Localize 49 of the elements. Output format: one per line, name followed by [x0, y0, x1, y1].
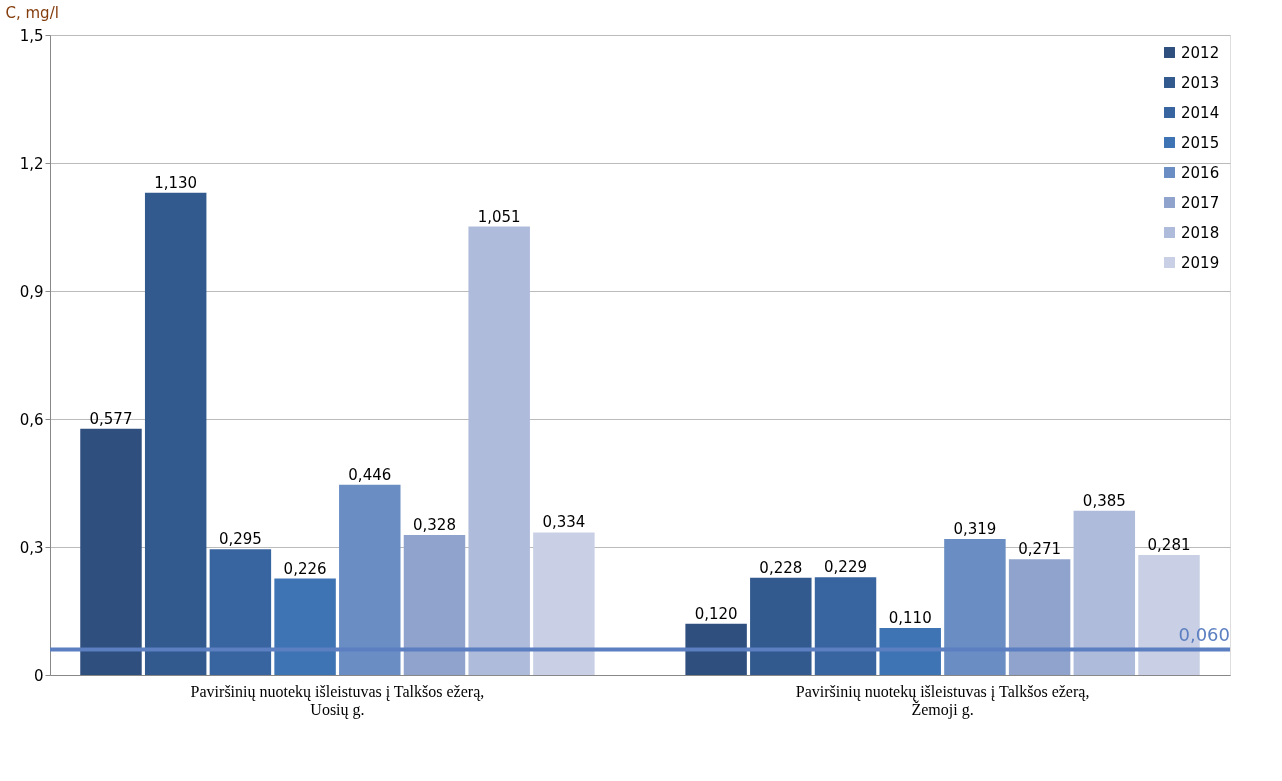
bar [879, 628, 941, 675]
x-tick-label: Paviršinių nuotekų išleistuvas į Talkšos ežerą, Uosių g. [190, 682, 485, 719]
y-tick-label: 0 [33, 666, 44, 685]
data-label: 0,120 [694, 604, 738, 623]
bar [80, 428, 142, 675]
legend-label: 2015 [1181, 133, 1220, 152]
data-label: 0,577 [89, 409, 133, 428]
bar [403, 535, 466, 675]
bar [274, 578, 336, 675]
bar [468, 226, 530, 675]
bar [144, 192, 207, 675]
y-tick-label: 0,9 [19, 282, 44, 301]
bar [339, 484, 401, 675]
data-label: 0,328 [413, 516, 456, 535]
data-label: 0,229 [824, 558, 867, 577]
bar [209, 549, 272, 675]
legend-label: 2012 [1181, 43, 1220, 62]
y-axis-title: C, mg/l [5, 3, 59, 22]
bar [1073, 510, 1136, 675]
y-tick-label: 0,3 [19, 538, 44, 557]
legend-label: 2016 [1181, 163, 1220, 182]
legend-label: 2019 [1181, 253, 1220, 272]
data-label: 0,334 [542, 513, 586, 532]
data-label: 0,319 [953, 519, 997, 538]
data-label: 0,385 [1082, 491, 1126, 510]
legend-label: 2017 [1181, 193, 1220, 212]
data-label: 0,271 [1018, 540, 1062, 559]
legend-label: 2018 [1181, 223, 1220, 242]
data-label: 0,295 [218, 530, 262, 549]
data-label: 0,281 [1147, 536, 1191, 555]
bar [685, 623, 747, 675]
x-tick-label: Paviršinių nuotekų išleistuvas į Talkšos ežerą, Žemoji g. [795, 682, 1090, 719]
y-tick-label: 1,2 [19, 154, 44, 173]
bar [750, 577, 812, 675]
legend-label: 2014 [1181, 103, 1220, 122]
bar [1008, 559, 1071, 675]
data-label: 0,228 [759, 558, 803, 577]
bar [533, 532, 595, 675]
y-tick-label: 0,6 [19, 410, 44, 429]
y-tick-label: 1,5 [19, 26, 44, 45]
data-label: 1,051 [477, 207, 521, 226]
legend-label: 2013 [1181, 73, 1220, 92]
data-label: 0,226 [283, 559, 327, 578]
data-label: 1,130 [154, 173, 198, 192]
bar [944, 538, 1006, 675]
data-label: 0,110 [888, 609, 932, 628]
ref-line-label: 0,060 [1178, 624, 1230, 646]
bar [814, 577, 877, 675]
data-label: 0,446 [348, 465, 392, 484]
